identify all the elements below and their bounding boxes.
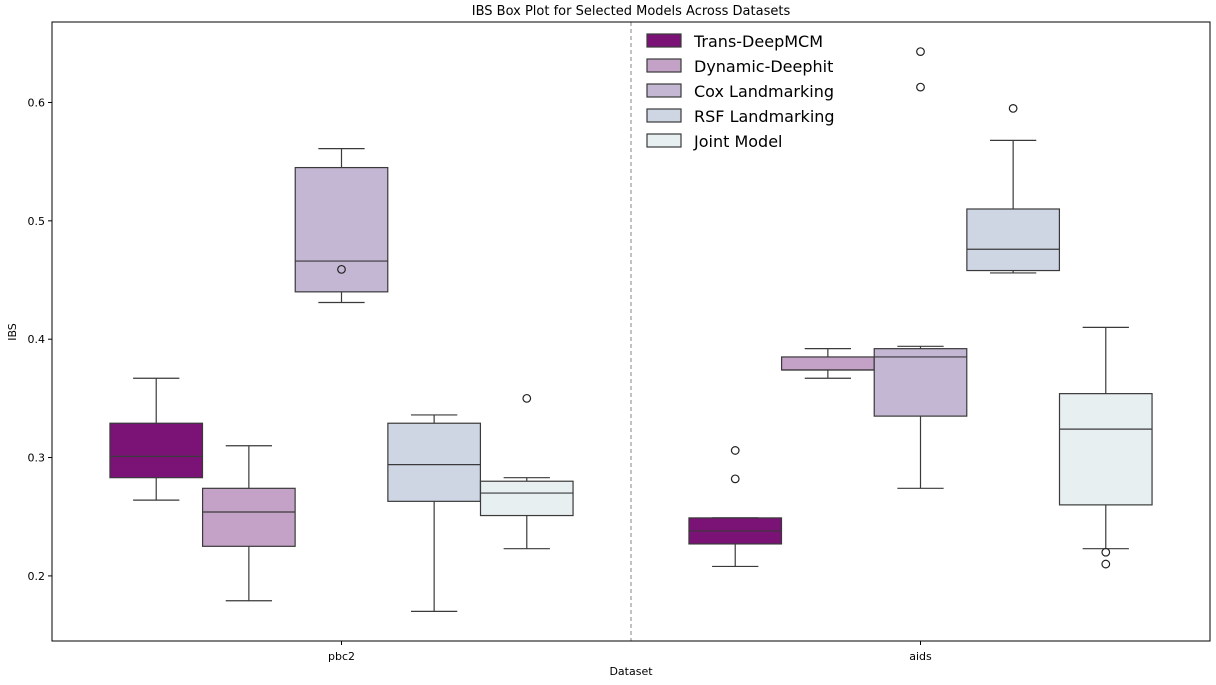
legend-entry: Trans-DeepMCM	[646, 32, 823, 51]
box-iqr	[966, 208, 1061, 272]
legend-swatch	[646, 58, 682, 73]
legend-swatch	[646, 133, 682, 148]
axes-group: 0.2 0.3 0.4 0.5 0.6 pbc2 aids	[28, 21, 1211, 663]
y-axis-label: IBS	[6, 323, 19, 341]
legend-label: Joint Model	[693, 132, 783, 151]
x-tick-label: pbc2	[328, 650, 355, 663]
legend-entry: Dynamic-Deephit	[646, 57, 833, 76]
box-iqr	[479, 480, 574, 517]
box-rsf-landmarking-aids	[966, 103, 1061, 274]
box-iqr	[1058, 393, 1153, 506]
legend-swatch	[646, 83, 682, 98]
box-joint-model-pbc2	[479, 393, 574, 550]
outlier-point	[522, 393, 532, 403]
box-joint-model-aids	[1058, 326, 1153, 569]
y-tick-label: 0.5	[28, 215, 46, 228]
outlier-point	[730, 474, 740, 484]
plot-frame	[51, 21, 1211, 642]
outlier-point	[1101, 559, 1111, 569]
legend-swatch	[646, 33, 682, 48]
legend-entry: Joint Model	[646, 132, 783, 151]
box-iqr	[294, 166, 389, 293]
box-series-group	[109, 47, 1153, 613]
box-dynamic-deephit-pbc2	[201, 445, 296, 602]
legend-label: Trans-DeepMCM	[693, 32, 823, 51]
box-iqr	[201, 487, 296, 547]
chart-title: IBS Box Plot for Selected Models Across …	[471, 4, 791, 19]
outlier-point	[916, 82, 925, 92]
box-iqr	[873, 348, 968, 417]
y-tick-label: 0.2	[28, 570, 46, 583]
outlier-point	[1101, 547, 1111, 557]
box-iqr	[109, 422, 204, 479]
y-tick-label: 0.3	[28, 452, 46, 465]
box-trans-deepmcm-pbc2	[109, 377, 204, 501]
legend-label: Dynamic-Deephit	[694, 57, 833, 76]
y-tick-label: 0.6	[28, 96, 46, 109]
box-cox-landmarking-aids	[873, 47, 968, 489]
box-iqr	[780, 356, 875, 371]
outlier-point	[1008, 103, 1018, 113]
outlier-point	[337, 264, 346, 274]
legend-label: Cox Landmarking	[694, 82, 834, 101]
x-axis-label: Dataset	[609, 665, 653, 678]
legend-entry: Cox Landmarking	[646, 82, 834, 101]
y-tick-label: 0.4	[28, 333, 46, 346]
outlier-point	[916, 47, 925, 56]
box-dynamic-deephit-aids	[780, 348, 875, 379]
box-rsf-landmarking-pbc2	[387, 414, 482, 613]
legend-label: RSF Landmarking	[694, 107, 835, 126]
x-tick-label: aids	[909, 650, 932, 663]
legend-entry: RSF Landmarking	[646, 107, 835, 126]
box-cox-landmarking-pbc2	[294, 148, 389, 304]
legend-swatch	[646, 108, 682, 123]
outlier-point	[730, 446, 740, 455]
legend: Trans-DeepMCM Dynamic-Deephit Cox Landmark…	[646, 32, 835, 151]
box-trans-deepmcm-aids	[688, 446, 783, 568]
box-iqr	[387, 422, 482, 502]
